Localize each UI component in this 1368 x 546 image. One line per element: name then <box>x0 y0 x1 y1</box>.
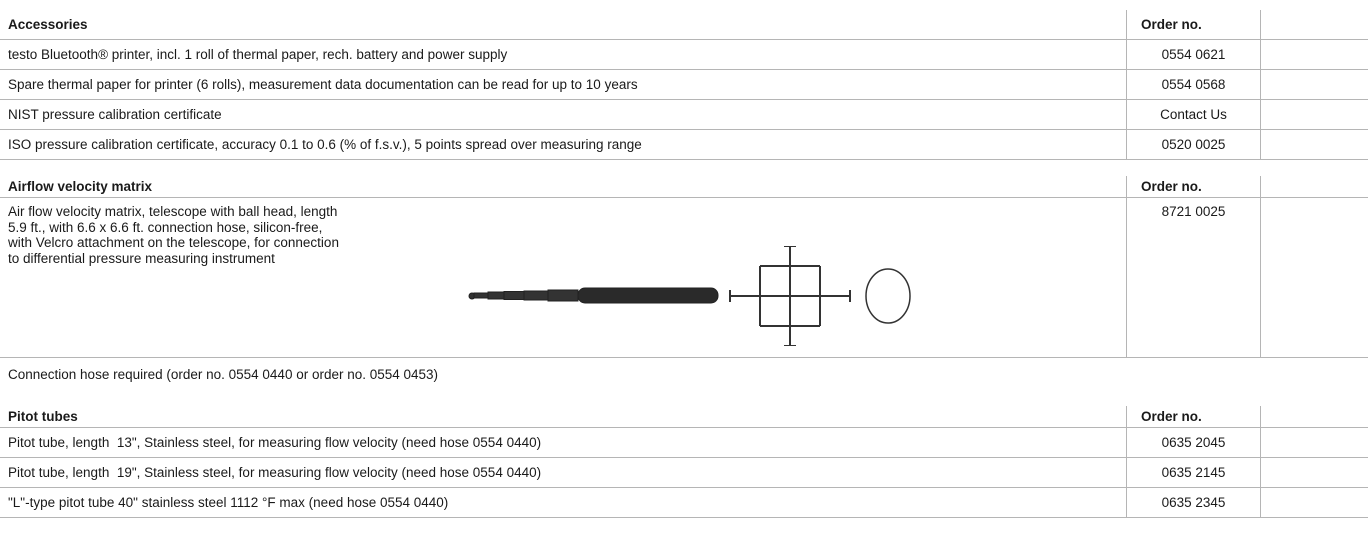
empty-cell <box>1261 458 1368 487</box>
order-no: 0635 2345 <box>1127 488 1261 517</box>
table-row: Pitot tube, length 19", Stainless steel,… <box>0 458 1368 488</box>
order-no-header: Order no. <box>1127 10 1261 39</box>
description-cell: "L"-type pitot tube 40" stainless steel … <box>0 488 1127 517</box>
empty-cell <box>1261 40 1368 69</box>
table-row: Spare thermal paper for printer (6 rolls… <box>0 70 1368 100</box>
empty-cell <box>1261 168 1368 197</box>
empty-cell <box>1261 198 1368 357</box>
order-no: 0554 0568 <box>1127 70 1261 99</box>
order-no: 8721 0025 <box>1127 198 1261 357</box>
empty-cell <box>1261 428 1368 457</box>
order-no-header: Order no. <box>1127 176 1261 197</box>
empty-cell <box>1261 2 1368 39</box>
order-no: 0554 0621 <box>1127 40 1261 69</box>
empty-cell <box>1261 488 1368 517</box>
empty-cell <box>1261 100 1368 129</box>
empty-cell <box>1261 70 1368 99</box>
order-no: 0635 2145 <box>1127 458 1261 487</box>
table-row: testo Bluetooth® printer, incl. 1 roll o… <box>0 40 1368 70</box>
section-title: Pitot tubes <box>0 406 1127 427</box>
table-row: ISO pressure calibration certificate, ac… <box>0 130 1368 160</box>
table-row: "L"-type pitot tube 40" stainless steel … <box>0 488 1368 518</box>
description-cell: Pitot tube, length 19", Stainless steel,… <box>0 458 1127 487</box>
description: Air flow velocity matrix, telescope with… <box>8 204 348 266</box>
empty-cell <box>1261 130 1368 159</box>
table-row: Air flow velocity matrix, telescope with… <box>0 198 1368 358</box>
table-row: Pitot tube, length 13", Stainless steel,… <box>0 428 1368 458</box>
description-cell: testo Bluetooth® printer, incl. 1 roll o… <box>0 40 1127 69</box>
order-no: Contact Us <box>1127 100 1261 129</box>
description-cell: Air flow velocity matrix, telescope with… <box>0 198 1127 357</box>
order-no-header: Order no. <box>1127 406 1261 427</box>
section-title: Airflow velocity matrix <box>0 176 1127 197</box>
product-image <box>460 246 930 346</box>
description-cell: NIST pressure calibration certificate <box>0 100 1127 129</box>
empty-cell <box>1261 398 1368 427</box>
order-no: 0520 0025 <box>1127 130 1261 159</box>
order-no: 0635 2045 <box>1127 428 1261 457</box>
description-cell: Spare thermal paper for printer (6 rolls… <box>0 70 1127 99</box>
description-cell: ISO pressure calibration certificate, ac… <box>0 130 1127 159</box>
description-cell: Pitot tube, length 13", Stainless steel,… <box>0 428 1127 457</box>
section-title: Accessories <box>0 10 1127 39</box>
note: Connection hose required (order no. 0554… <box>0 358 1368 390</box>
page: AccessoriesOrder no.testo Bluetooth® pri… <box>0 0 1368 546</box>
